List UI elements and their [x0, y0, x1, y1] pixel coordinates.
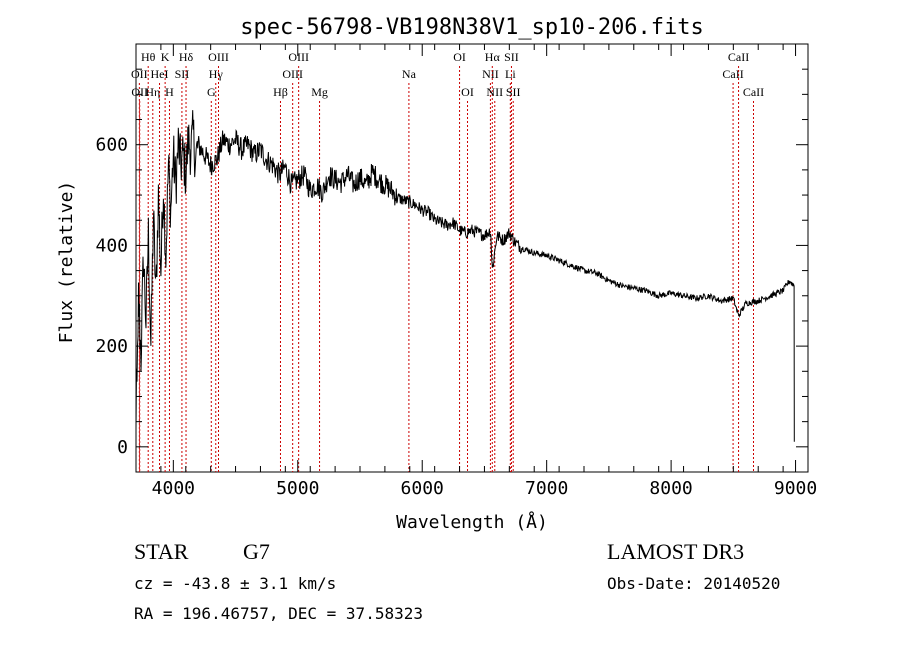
spectral-line-label: OI	[461, 85, 474, 99]
y-tick-label: 400	[95, 235, 128, 256]
spectral-line-label: CaII	[728, 50, 749, 64]
spectral-line-label: H	[165, 85, 174, 99]
x-tick-label: 7000	[525, 478, 568, 499]
spectral-line-markers: HθOIIOIIHηHeIKHSIIHδHγGOIIIHβOIIIOIIIMgN…	[131, 50, 764, 472]
spectral-line-label: SII	[506, 85, 521, 99]
x-axis-label: Wavelength (Å)	[396, 511, 548, 533]
spectral-line-label: NII	[486, 85, 503, 99]
spectral-line-label: NII	[482, 67, 499, 81]
x-tick-label: 5000	[276, 478, 319, 499]
spectral-line-label: Mg	[311, 85, 328, 99]
spectral-line-label: Hη	[145, 85, 160, 99]
y-tick-label: 0	[117, 437, 128, 458]
y-tick-label: 600	[95, 135, 128, 156]
spectral-line-label: Na	[402, 67, 417, 81]
spectral-line-label: OIII	[288, 50, 309, 64]
spectral-line-label: Hδ	[179, 50, 194, 64]
y-tick-label: 200	[95, 336, 128, 357]
spectral-line-label: G	[207, 85, 216, 99]
spectral-line-label: Hθ	[141, 50, 156, 64]
redshift-text: cz = -43.8 ± 3.1 km/s	[134, 574, 336, 593]
survey-name: LAMOST DR3	[607, 539, 744, 564]
observation-date: Obs-Date: 20140520	[607, 574, 780, 593]
x-tick-label: 8000	[649, 478, 692, 499]
axis-ticks: 4000 5000 6000 7000 8000 9000 0 200 400 600	[95, 44, 817, 499]
spectral-line-label: HeI	[151, 67, 169, 81]
spectral-line-label: Li	[505, 67, 516, 81]
spectral-line-label: OII	[131, 85, 148, 99]
x-tick-label: 9000	[774, 478, 817, 499]
spectral-line-label: K	[161, 50, 170, 64]
plot-frame	[135, 43, 809, 473]
spectral-line-label: CaII	[722, 67, 743, 81]
spectral-line-label: OIII	[282, 67, 303, 81]
spectral-line-label: Hγ	[209, 67, 224, 81]
spectral-line-label: OI	[453, 50, 466, 64]
spectral-line-label: OII	[131, 67, 148, 81]
y-axis-label: Flux (relative)	[56, 181, 77, 344]
ra-dec-coordinates: RA = 196.46757, DEC = 37.58323	[134, 604, 423, 623]
spectral-line-label: CaII	[743, 85, 764, 99]
chart-title: spec-56798-VB198N38V1_sp10-206.fits	[240, 15, 704, 40]
spectral-line-label: SII	[504, 50, 519, 64]
flux-series-line	[135, 110, 795, 442]
spectral-line-label: Hβ	[273, 85, 288, 99]
object-subclass: G7	[243, 539, 270, 564]
x-tick-label: 4000	[152, 478, 195, 499]
x-tick-label: 6000	[401, 478, 444, 499]
object-class: STAR	[134, 539, 189, 564]
spectral-line-label: SII	[175, 67, 190, 81]
spectral-line-label: OIII	[208, 50, 229, 64]
spectral-line-label: Hα	[485, 50, 501, 64]
